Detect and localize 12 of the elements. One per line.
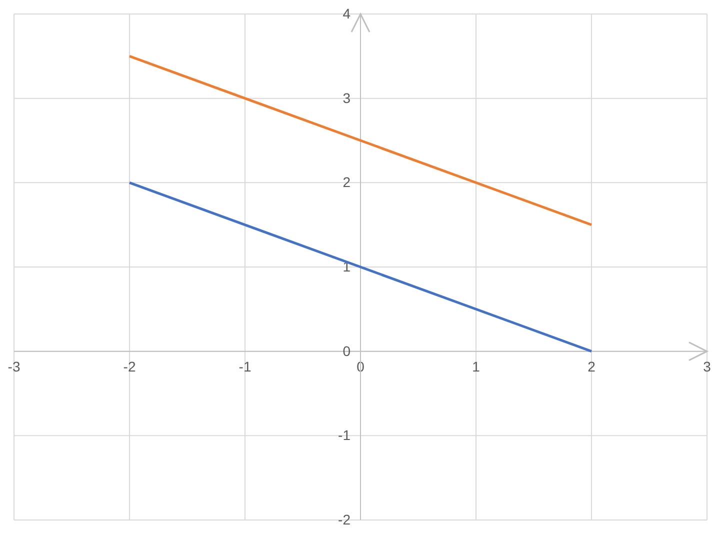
x-tick-label: -2 bbox=[123, 358, 136, 374]
x-tick-label: 1 bbox=[472, 358, 480, 374]
y-tick-label: -1 bbox=[338, 427, 351, 444]
y-tick-label: 0 bbox=[342, 342, 351, 359]
x-tick-label: 3 bbox=[703, 358, 712, 374]
x-tick-label: -1 bbox=[238, 358, 252, 374]
y-tick-label: 3 bbox=[342, 90, 351, 106]
x-tick-label: 2 bbox=[588, 358, 596, 374]
x-tick-label: -3 bbox=[8, 358, 20, 374]
y-tick-label: 2 bbox=[342, 174, 351, 190]
y-tick-label: -2 bbox=[338, 511, 351, 528]
y-tick-label: 4 bbox=[342, 5, 351, 22]
